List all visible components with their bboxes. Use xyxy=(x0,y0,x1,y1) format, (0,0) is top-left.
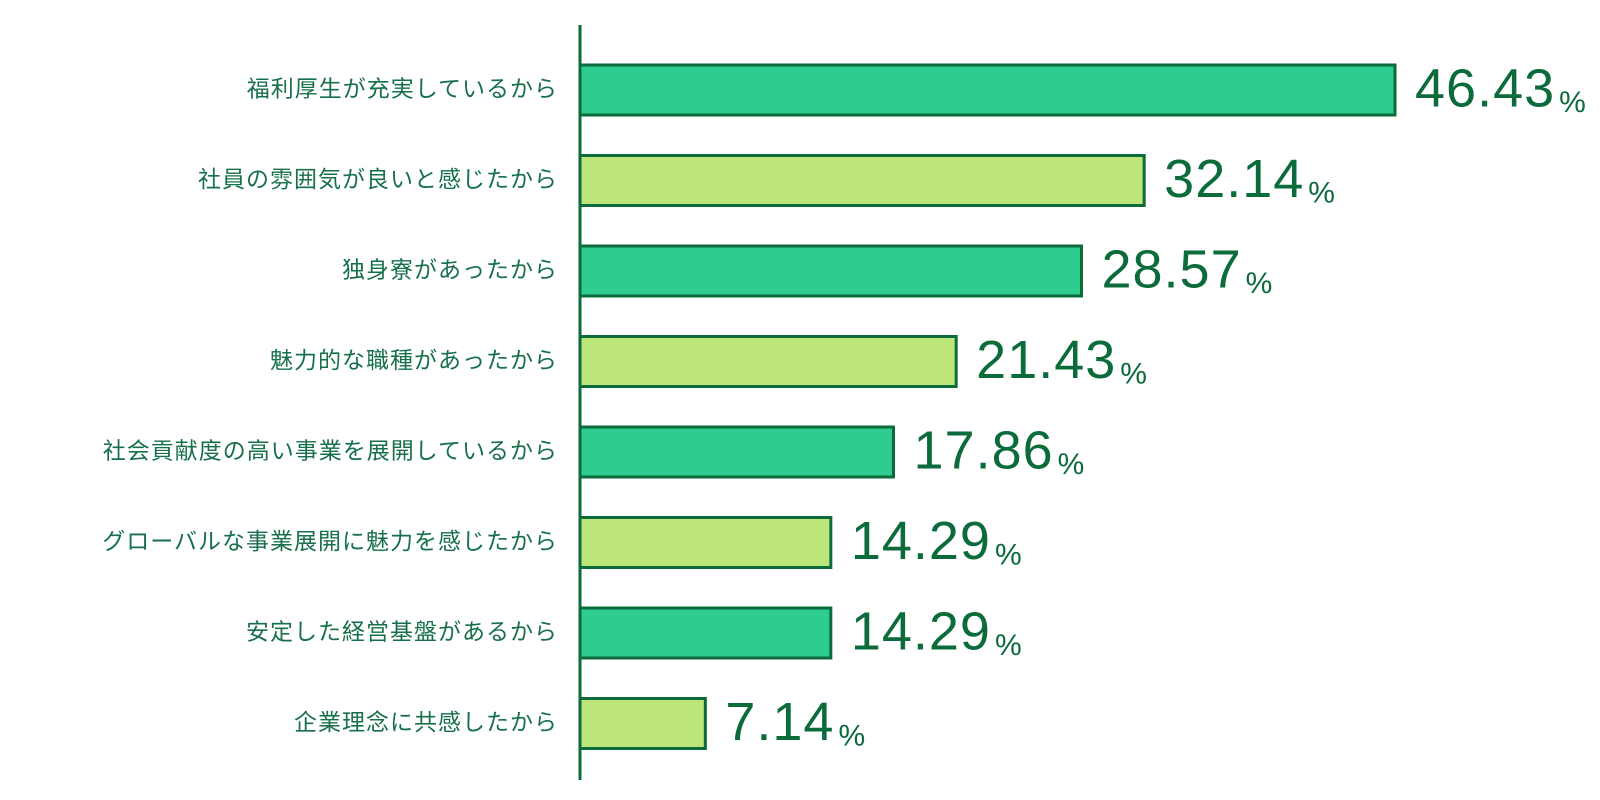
value-label: 14.29 xyxy=(851,511,991,571)
value-unit: % xyxy=(838,719,865,752)
value-unit: % xyxy=(995,629,1022,662)
bar xyxy=(578,425,896,479)
bar xyxy=(578,697,707,750)
bar xyxy=(578,154,1146,207)
value-label: 46.43 xyxy=(1415,58,1555,118)
value-unit: % xyxy=(1308,176,1335,209)
value-unit: % xyxy=(1120,357,1147,390)
bar xyxy=(578,63,1397,117)
category-label: 独身寮があったから xyxy=(342,258,558,284)
value-unit: % xyxy=(1058,448,1085,481)
category-label: 福利厚生が充実しているから xyxy=(247,77,558,103)
value-label: 17.86 xyxy=(914,420,1054,480)
category-label: 魅力的な職種があったから xyxy=(270,348,558,374)
category-label: 社員の雰囲気が良いと感じたから xyxy=(198,167,558,193)
category-label: 社会貢献度の高い事業を展開しているから xyxy=(103,439,558,465)
value-label: 7.14 xyxy=(725,692,834,752)
value-label: 32.14 xyxy=(1164,149,1304,209)
value-unit: % xyxy=(1246,267,1273,300)
value-unit: % xyxy=(995,538,1022,571)
bar xyxy=(578,335,958,388)
bar xyxy=(578,516,833,569)
value-label: 28.57 xyxy=(1101,239,1241,299)
category-label: グローバルな事業展開に魅力を感じたから xyxy=(102,529,558,555)
value-label: 14.29 xyxy=(851,601,991,661)
bar xyxy=(578,606,833,660)
value-label: 21.43 xyxy=(976,330,1116,390)
value-unit: % xyxy=(1559,86,1586,119)
bar xyxy=(578,244,1083,298)
category-label: 企業理念に共感したから xyxy=(294,710,558,736)
category-label: 安定した経営基盤があるから xyxy=(246,620,558,646)
